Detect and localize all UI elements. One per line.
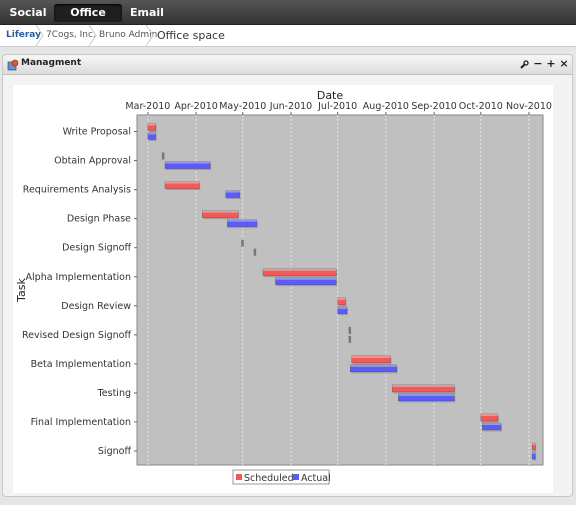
breadcrumb-separator-icon [88,25,97,46]
milestone-actual [348,335,352,343]
bar-scheduled [391,384,455,393]
x-tick-label: Jun-2010 [269,101,312,112]
x-tick-label: Jul-2010 [317,101,357,112]
bar-actual [398,393,455,402]
bar-scheduled [147,123,156,131]
x-tick-label: Oct-2010 [459,101,503,112]
bar-scheduled [531,442,536,451]
bar-highlight [165,181,200,184]
portlet-icon [7,59,19,71]
milestone-scheduled [348,326,352,334]
bar-highlight [482,422,501,425]
y-tick-label: Signoff [98,446,132,457]
legend-box [232,469,330,485]
bar-actual [164,161,211,169]
bar-highlight [392,384,455,387]
bar-actual [531,451,536,460]
bar-scheduled [480,413,499,422]
y-tick-label: Design Phase [67,214,131,225]
bar-highlight [337,297,346,300]
breadcrumb: Liferay 7Cogs, Inc. Bruno Admin Office s… [0,25,576,47]
y-tick-label: Beta Implementation [31,359,131,370]
y-tick-label: Requirements Analysis [23,185,131,196]
bar-highlight [398,393,455,396]
breadcrumb-item-liferay[interactable]: Liferay [6,30,41,40]
bar-highlight [337,306,347,309]
x-tick-label: Nov-2010 [506,101,552,112]
tab-social[interactable]: Social [9,6,47,19]
x-tick-label: Mar-2010 [125,101,170,112]
maximize-icon[interactable]: + [546,57,556,70]
x-tick-label: Sep-2010 [411,101,457,112]
bar-actual [275,277,337,285]
bar-highlight [227,219,257,222]
wrench-icon[interactable] [519,60,529,70]
bar-highlight [532,452,536,455]
top-navigation: Social Office space Email [0,0,576,37]
bar-scheduled [337,297,346,305]
bar-scheduled [202,210,239,218]
breadcrumb-separator-icon [145,25,154,46]
bar-highlight [165,161,211,164]
legend-swatch-scheduled [236,474,242,480]
portlet-title: Managment [21,58,82,68]
y-axis-title: Task [15,278,28,303]
y-tick-label: Final Implementation [31,417,131,428]
portlet-managment: Managment − + × Date Task Mar-2010 Apr-20… [2,54,573,497]
y-tick-label: Write Proposal [63,127,131,138]
tab-email[interactable]: Email [130,6,164,19]
breadcrumb-item-current[interactable]: Office space [157,29,225,42]
bar-actual [349,364,397,373]
milestone-actual [253,248,257,256]
bar-highlight [350,364,397,367]
bar-scheduled [351,355,391,364]
legend: Scheduled Actual [232,469,331,485]
bar-highlight [351,355,391,358]
bar-highlight [225,190,240,193]
bar-scheduled [262,268,337,276]
milestone-scheduled [161,152,165,160]
legend-label-scheduled: Scheduled [244,473,294,484]
bar-highlight [202,210,239,213]
bar-scheduled [164,181,200,189]
gantt-chart: Date Task Mar-2010 Apr-2010 May-2010 Jun-20… [13,85,553,493]
x-tick-label: Aug-2010 [363,101,409,112]
plot-area [136,114,544,466]
y-tick-label: Alpha Implementation [26,272,131,283]
x-tick-label: May-2010 [219,101,266,112]
tab-office-space[interactable]: Office space [54,4,122,37]
bar-actual [225,190,240,198]
bar-actual [147,132,156,140]
x-tick-label: Apr-2010 [174,101,217,112]
bar-highlight [532,443,536,446]
milestone-scheduled [241,239,244,247]
x-axis-title: Date [317,89,344,102]
bar-highlight [147,123,156,126]
bar-highlight [147,132,156,135]
legend-label-actual: Actual [301,473,331,484]
breadcrumb-item-7cogs[interactable]: 7Cogs, Inc. [46,30,96,40]
bar-highlight [263,268,337,271]
gantt-chart-svg: Date Task Mar-2010 Apr-2010 May-2010 Jun-20… [15,89,552,485]
bar-actual [337,306,348,314]
portlet-header: Managment − + × [3,55,572,75]
y-tick-label: Revised Design Signoff [22,330,131,341]
bar-actual [227,219,257,227]
breadcrumb-item-bruno-admin[interactable]: Bruno Admin [99,30,158,40]
y-tick-label: Obtain Approval [54,156,131,167]
close-icon[interactable]: × [559,57,569,70]
legend-swatch-actual [293,474,299,480]
y-tick-label: Design Review [61,301,131,312]
bar-actual [482,422,502,431]
bar-highlight [275,277,337,280]
minimize-icon[interactable]: − [533,57,543,70]
y-tick-label: Design Signoff [62,243,131,254]
breadcrumb-separator-icon [35,25,44,46]
bar-highlight [480,413,498,416]
y-tick-label: Testing [97,388,131,399]
